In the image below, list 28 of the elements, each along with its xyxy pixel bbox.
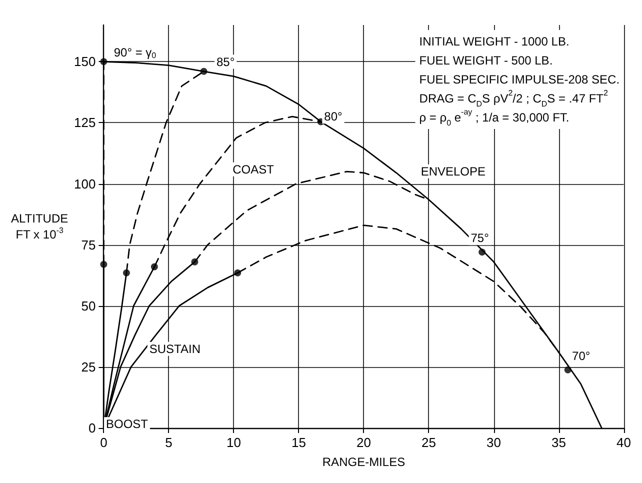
y-tick-label: 25 <box>81 359 96 374</box>
y-tick-label: 100 <box>74 176 96 192</box>
annotation: SUSTAIN <box>149 342 201 356</box>
annotation: ENVELOPE <box>420 164 486 178</box>
x-tick-label: 10 <box>226 435 241 450</box>
y-tick-label: 50 <box>81 298 96 314</box>
x-tick-label: 0 <box>100 435 108 450</box>
x-tick-label: 30 <box>486 435 501 450</box>
x-tick-label: 20 <box>356 435 371 450</box>
annotation: BOOST <box>106 417 149 432</box>
x-tick-label: 15 <box>291 435 306 450</box>
annotation: 80° <box>324 110 343 124</box>
annotation: 70° <box>572 348 590 363</box>
annotation: FUEL WEIGHT - 500 LB. <box>419 54 553 68</box>
y-tick-label: 125 <box>74 115 96 130</box>
annotation: COAST <box>232 162 275 176</box>
x-tick-label: 25 <box>422 435 436 450</box>
x-tick-label: 35 <box>552 435 566 450</box>
y-tick-label: 150 <box>74 54 96 70</box>
annotation: INITIAL WEIGHT - 1000 LB. <box>419 34 570 48</box>
x-tick-label: 5 <box>165 435 172 450</box>
annotation: FUEL SPECIFIC IMPULSE-208 SEC. <box>419 72 620 86</box>
annotation: 85° <box>216 54 235 69</box>
annotation: 75° <box>470 231 490 246</box>
y-tick-label: 0 <box>88 420 96 436</box>
x-axis-title: RANGE-MILES <box>322 455 406 469</box>
x-tick-label: 40 <box>616 435 632 450</box>
y-tick-label: 75 <box>81 237 96 252</box>
